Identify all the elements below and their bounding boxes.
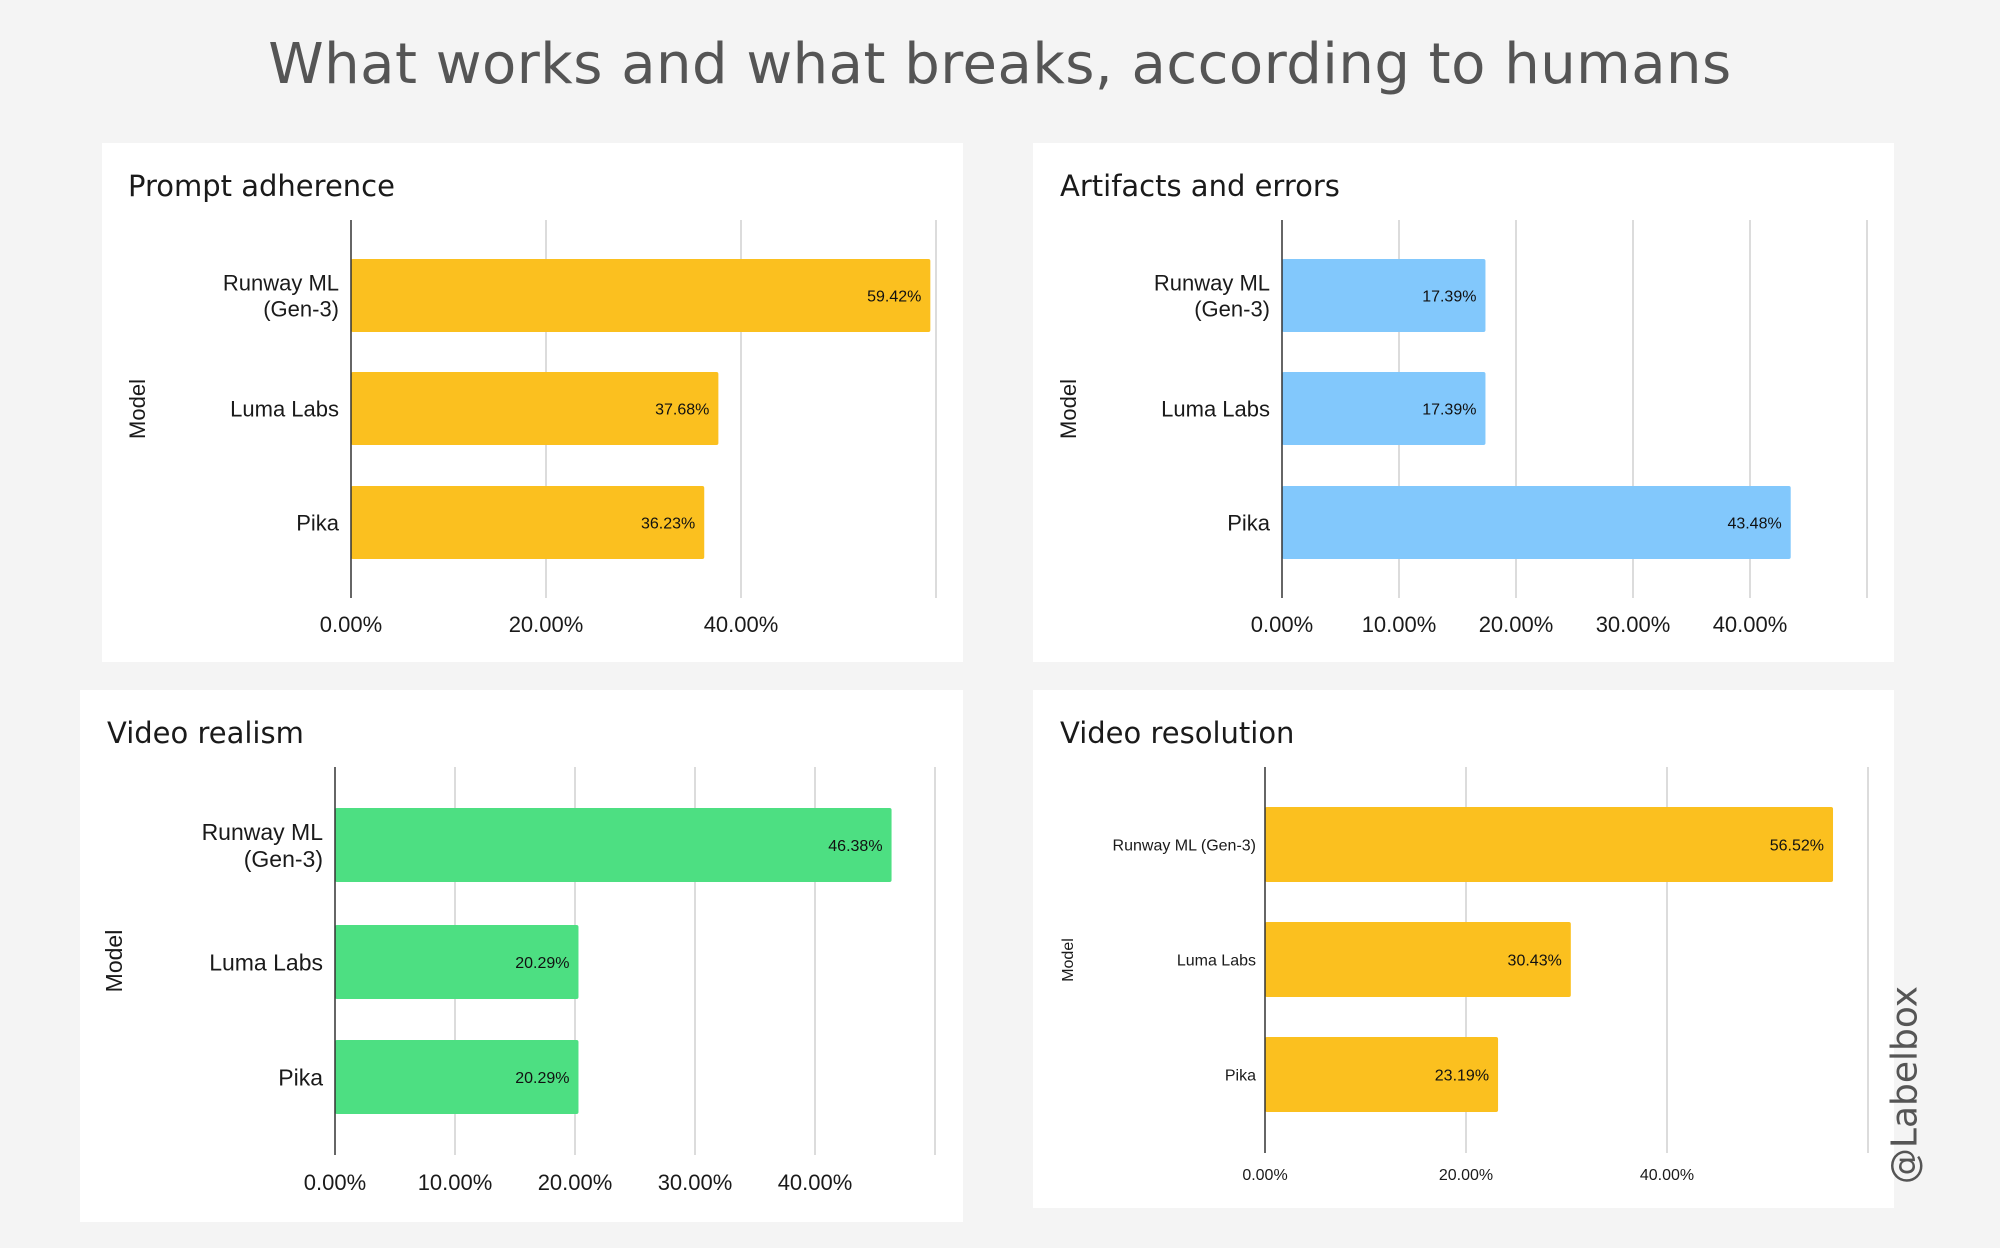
bar [1282, 259, 1486, 332]
chart-title: Prompt adherence [128, 169, 395, 203]
x-tick-label: 30.00% [1596, 612, 1671, 637]
y-axis-title: Model [125, 379, 150, 439]
bar [1282, 372, 1486, 445]
bar [351, 259, 931, 332]
data-label: 17.39% [1422, 289, 1476, 306]
bar-chart-video-resolution: 56.52% 30.43% 23.19% Runway ML (Gen-3) Luma … [1060, 767, 1869, 1184]
category-label: Pika [1227, 510, 1271, 535]
category-label: Runway ML (Gen-3) [1113, 837, 1256, 854]
x-tick-label: 0.00% [304, 1170, 366, 1195]
x-tick-label: 0.00% [1251, 612, 1313, 637]
category-label: (Gen-3) [1194, 296, 1270, 321]
x-tick-label: 40.00% [704, 612, 779, 637]
category-label: Pika [296, 510, 340, 535]
x-tick-label: 40.00% [778, 1170, 853, 1195]
chart-title: Artifacts and errors [1060, 169, 1340, 203]
chart-panel-video-realism: Video realism 46.38% 20.29% 20.29% Runway M… [80, 690, 963, 1222]
x-tick-label: 30.00% [658, 1170, 733, 1195]
bar [1265, 922, 1571, 997]
x-tick-label: 10.00% [1362, 612, 1437, 637]
category-label: Luma Labs [209, 949, 323, 975]
category-label: Luma Labs [1177, 952, 1256, 969]
x-tick-label: 20.00% [1439, 1167, 1493, 1184]
data-label: 30.43% [1508, 953, 1562, 970]
category-label: Runway ML [202, 819, 324, 845]
bar [335, 808, 892, 882]
category-label: Pika [278, 1064, 323, 1090]
bar [335, 925, 579, 999]
data-label: 59.42% [867, 289, 921, 306]
x-tick-label: 20.00% [538, 1170, 613, 1195]
category-label: Runway ML [1154, 270, 1270, 295]
data-label: 20.29% [515, 955, 569, 972]
data-label: 37.68% [655, 402, 709, 419]
x-tick-label: 40.00% [1713, 612, 1788, 637]
data-label: 36.23% [641, 516, 695, 533]
data-label: 46.38% [828, 838, 882, 855]
category-label: Runway ML [223, 270, 339, 295]
chart-panel-video-resolution: Video resolution 56.52% 30.43% 23.19% Runwa… [1033, 690, 1894, 1208]
category-label: Pika [1225, 1067, 1256, 1084]
x-tick-label: 20.00% [509, 612, 584, 637]
category-label: (Gen-3) [263, 296, 339, 321]
page-title: What works and what breaks, according to… [268, 32, 1732, 97]
data-label: 20.29% [515, 1070, 569, 1087]
bar [351, 372, 719, 445]
bar [335, 1040, 579, 1114]
x-tick-label: 40.00% [1640, 1167, 1694, 1184]
category-label: (Gen-3) [244, 846, 323, 872]
y-axis-title: Model [1060, 938, 1077, 982]
x-tick-label: 10.00% [418, 1170, 493, 1195]
data-label: 43.48% [1727, 516, 1781, 533]
x-tick-label: 0.00% [1242, 1167, 1287, 1184]
chart-panel-artifacts-and-errors: Artifacts and errors 17.39% 17.39% 43.48% R… [1033, 143, 1894, 662]
bar [351, 486, 705, 559]
bar-chart-prompt-adherence: 59.42% 37.68% 36.23% Runway ML(Gen-3) Luma L… [125, 220, 937, 637]
bar-chart-video-realism: 46.38% 20.29% 20.29% Runway ML(Gen-3) Luma L… [101, 767, 936, 1195]
bar [1265, 1037, 1499, 1112]
watermark: @Labelbox [1884, 985, 1926, 1185]
bar [1265, 807, 1834, 882]
data-label: 17.39% [1422, 402, 1476, 419]
data-label: 56.52% [1770, 838, 1824, 855]
y-axis-title: Model [1056, 379, 1081, 439]
x-tick-label: 0.00% [320, 612, 382, 637]
category-label: Luma Labs [1161, 396, 1270, 421]
chart-title: Video realism [107, 716, 304, 750]
data-label: 23.19% [1435, 1068, 1489, 1085]
x-tick-label: 20.00% [1479, 612, 1554, 637]
chart-title: Video resolution [1060, 716, 1295, 750]
chart-panel-prompt-adherence: Prompt adherence 59.42% 37.68% 36.23% Runwa… [102, 143, 963, 662]
category-label: Luma Labs [230, 396, 339, 421]
bar-chart-artifacts-and-errors: 17.39% 17.39% 43.48% Runway ML(Gen-3) Luma L… [1056, 220, 1868, 637]
bar [1282, 486, 1791, 559]
y-axis-title: Model [101, 930, 127, 993]
